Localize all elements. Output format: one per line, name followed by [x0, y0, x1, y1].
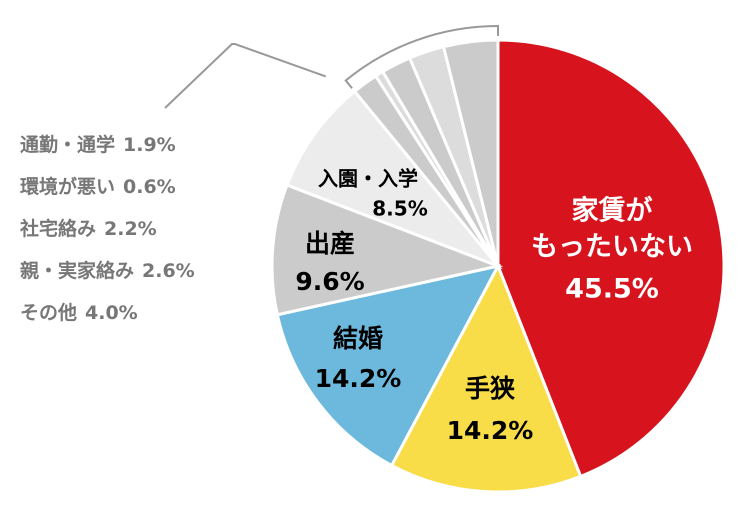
value-label: 0.6%: [123, 176, 176, 198]
category-name: その他: [20, 301, 77, 324]
value-label: 1.9%: [123, 134, 176, 156]
value-label: 9.6%: [295, 267, 364, 296]
slice-label: もったいない: [531, 232, 693, 263]
small-slice-label: 環境が悪い 0.6%: [20, 175, 176, 198]
small-slice-label: 親・実家絡み 2.6%: [20, 259, 195, 282]
slice-label: 結婚: [333, 324, 383, 353]
value-label: 14.2%: [315, 364, 402, 393]
pie-slice: [441, 38, 500, 267]
small-slice-label: 社宅絡み 2.2%: [19, 217, 157, 240]
pie-slice: [275, 263, 501, 468]
pie-slice: [270, 183, 504, 317]
slice-label: 出産: [305, 229, 355, 258]
bracket: [344, 24, 499, 89]
slice-label: 入園・入学: [318, 167, 418, 191]
pie-slice: [496, 38, 726, 479]
value-label: 14.2%: [447, 416, 534, 445]
category-name: 通勤・通学: [20, 133, 115, 156]
slice-label: 家賃が: [572, 195, 653, 227]
category-name: 親・実家絡み: [20, 259, 134, 282]
leader-line: [164, 43, 327, 109]
value-label: 2.6%: [142, 260, 195, 282]
small-slice-label: その他 4.0%: [20, 301, 138, 324]
small-slice-label: 通勤・通学 1.9%: [20, 133, 176, 156]
value-label: 4.0%: [85, 302, 138, 324]
value-label: 2.2%: [104, 218, 157, 240]
category-name: 環境が悪い: [20, 175, 115, 198]
pie-slice: [285, 89, 503, 270]
pie-slice: [389, 262, 583, 494]
slice-label: 手狭: [465, 374, 515, 403]
category-name: 社宅絡み: [19, 217, 96, 240]
value-label: 8.5%: [372, 197, 427, 221]
value-label: 45.5%: [565, 274, 659, 305]
